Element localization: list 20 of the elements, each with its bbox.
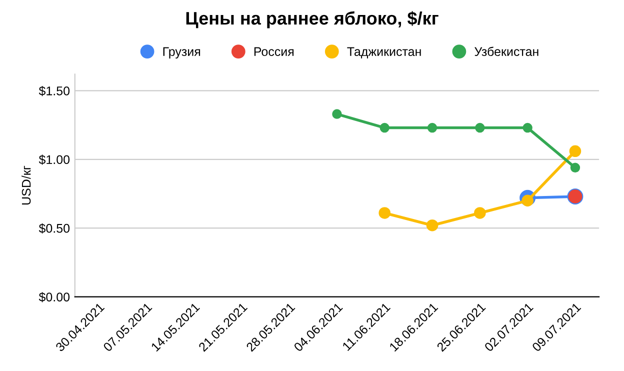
point	[569, 145, 582, 158]
y-tick-label: $1.50	[38, 86, 70, 96]
point	[475, 122, 485, 133]
legend-label: Таджикистан	[347, 47, 421, 58]
point	[378, 207, 391, 219]
legend-label: Россия	[254, 47, 294, 56]
point	[332, 109, 342, 119]
point	[380, 122, 390, 133]
y-axis-title: USD/кг	[22, 166, 31, 204]
chart-title: Цены на раннее яблоко, $/кг	[186, 11, 438, 28]
legend-label: Узбекистан	[474, 46, 538, 56]
point	[426, 219, 438, 232]
point	[522, 122, 532, 133]
y-tick-label: $0.50	[38, 223, 70, 234]
point	[474, 207, 486, 219]
point	[570, 162, 580, 172]
point	[427, 122, 438, 133]
legend-label: Грузия	[163, 47, 200, 58]
y-tick-label: $0.00	[38, 292, 70, 302]
y-tick-label: $1.00	[38, 154, 70, 165]
